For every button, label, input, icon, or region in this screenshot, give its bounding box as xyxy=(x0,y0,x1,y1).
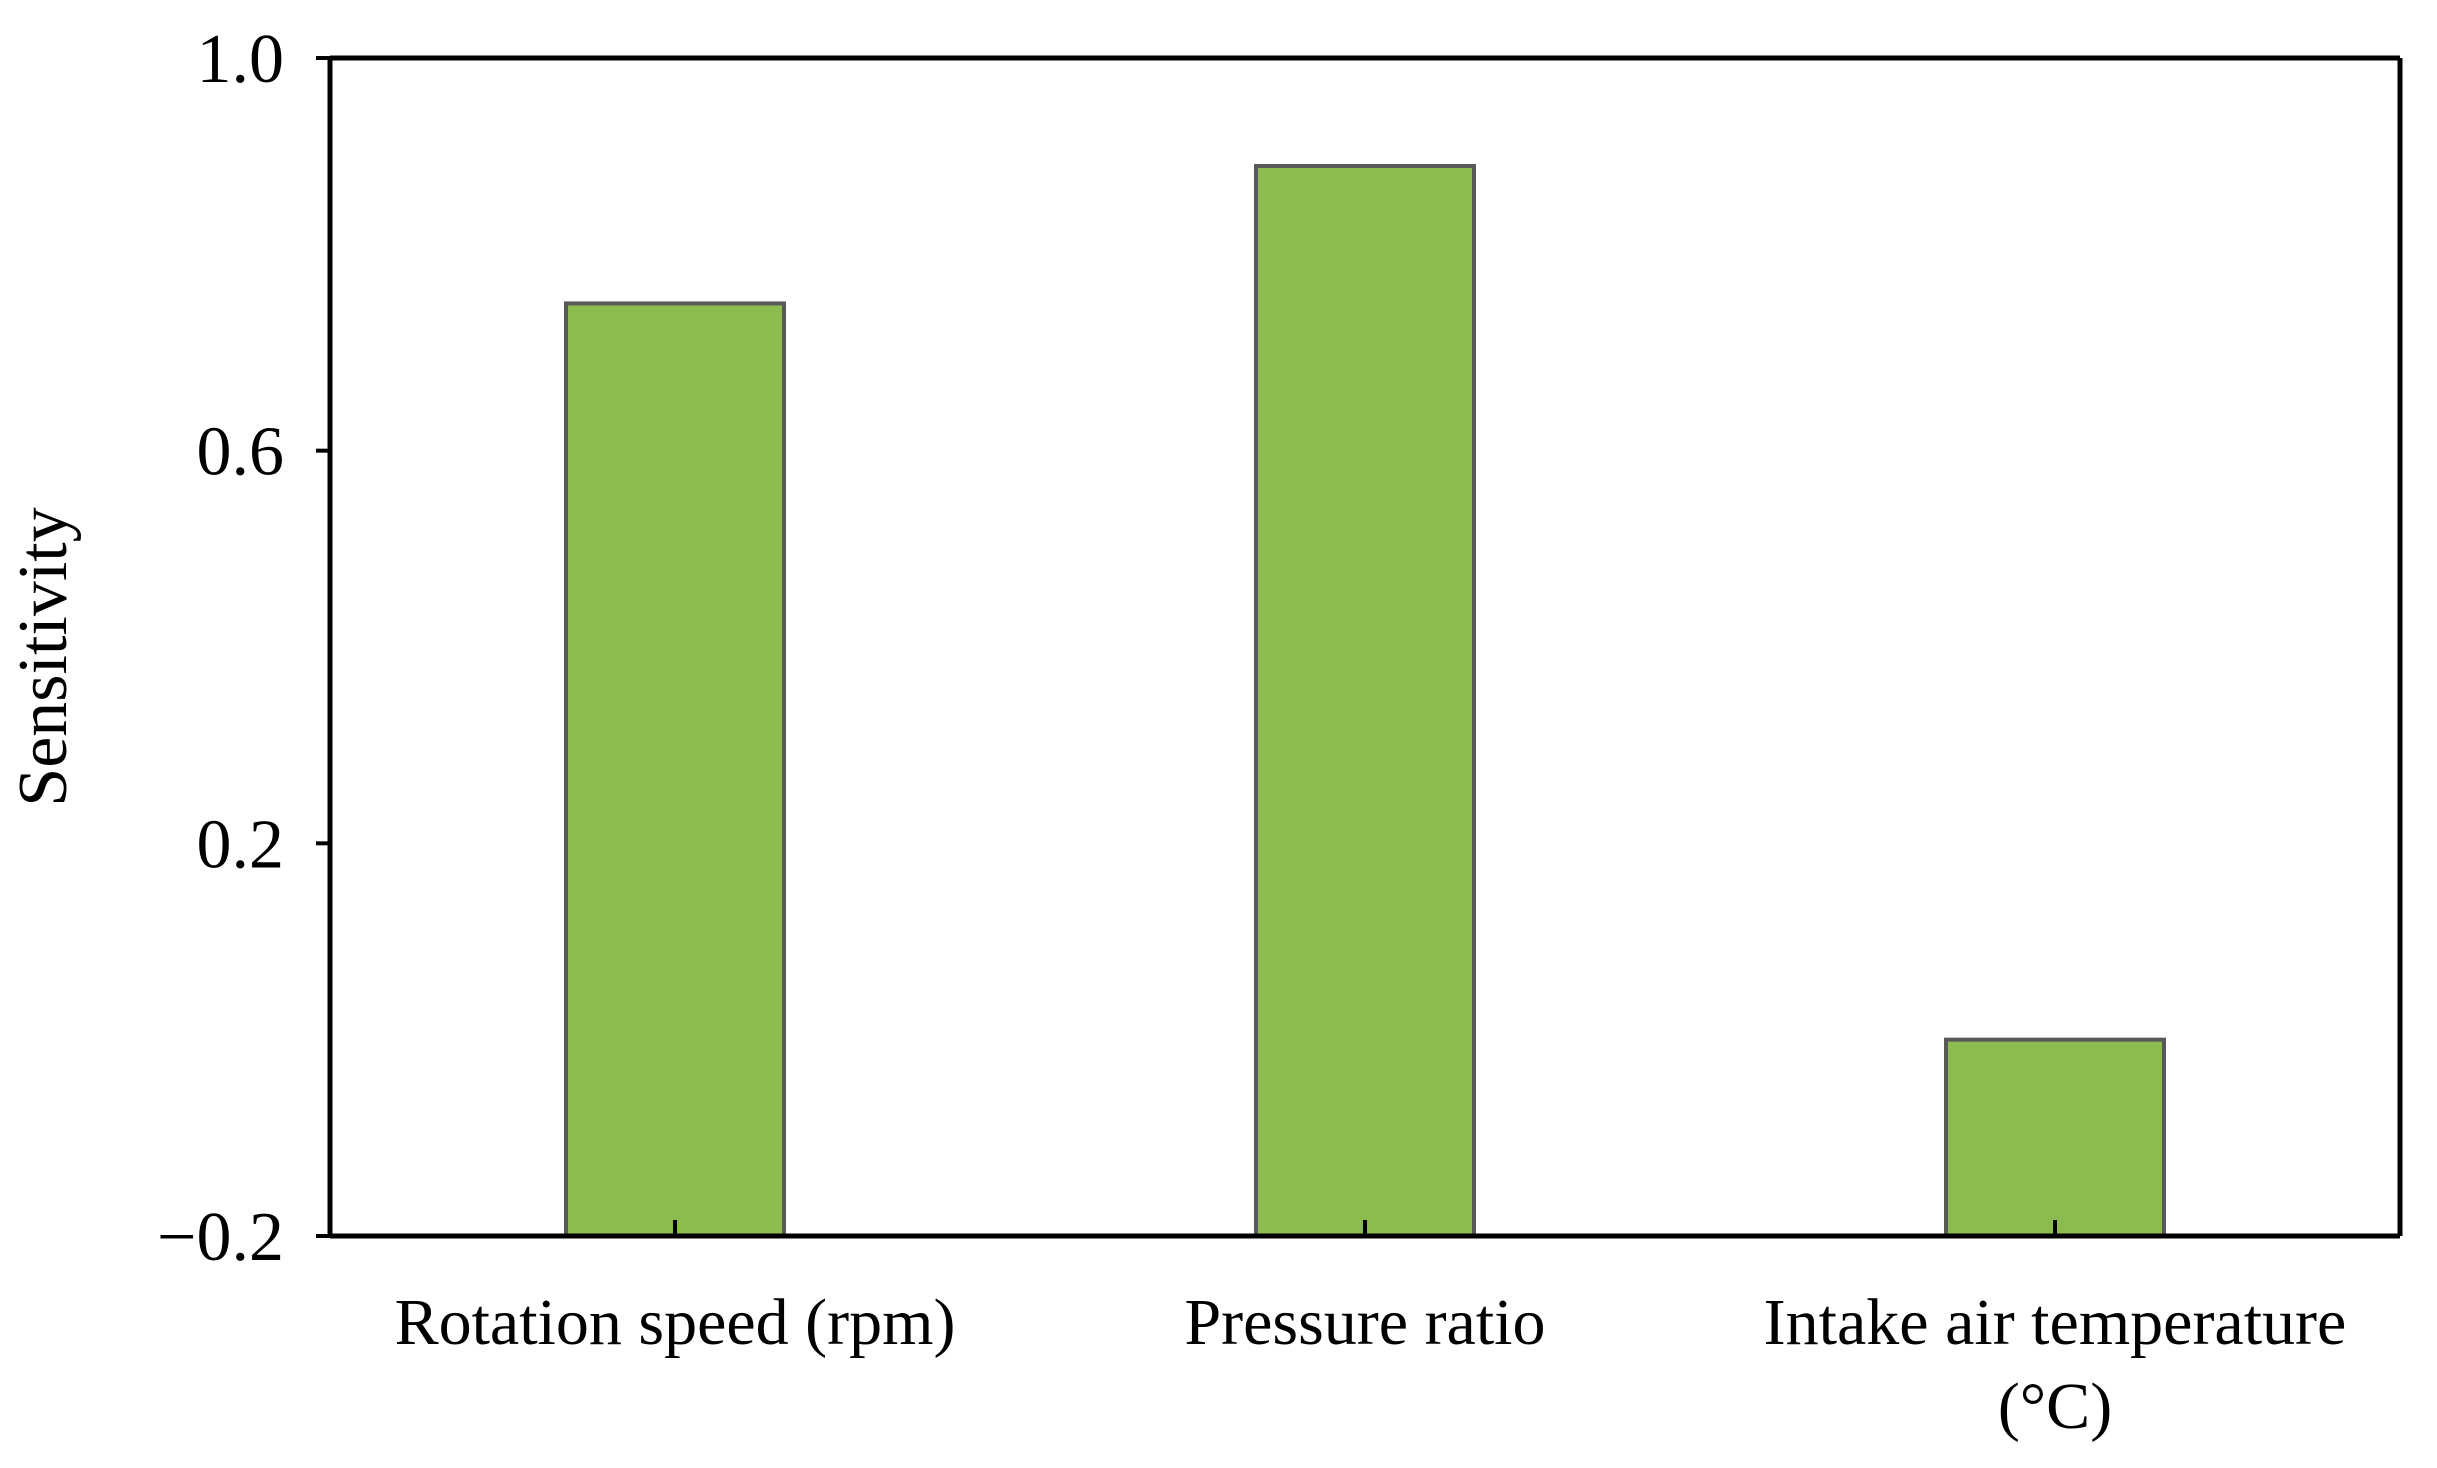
bars-layer xyxy=(564,163,2166,1239)
bar-3 xyxy=(1944,1037,2166,1238)
y-tick-label: 0.6 xyxy=(197,414,285,491)
y-tick-label: 0.2 xyxy=(197,806,285,883)
bar-2 xyxy=(1254,163,1476,1239)
y-tick-label: −0.2 xyxy=(157,1199,284,1276)
x-category-label: Rotation speed (rpm) xyxy=(395,1286,956,1359)
x-category-label: (°C) xyxy=(1998,1370,2112,1443)
y-axis-title: Sensitivity xyxy=(5,507,82,806)
bar-1 xyxy=(564,301,786,1238)
labels-layer: −0.2 0.2 0.6 1.0 Rotation speed (rpm) Pressur… xyxy=(157,21,2346,1443)
axes-layer xyxy=(316,55,2403,1239)
y-tick-label: 1.0 xyxy=(197,21,285,98)
x-category-label: Intake air temperature xyxy=(1764,1286,2347,1359)
x-category-label: Pressure ratio xyxy=(1184,1286,1545,1359)
